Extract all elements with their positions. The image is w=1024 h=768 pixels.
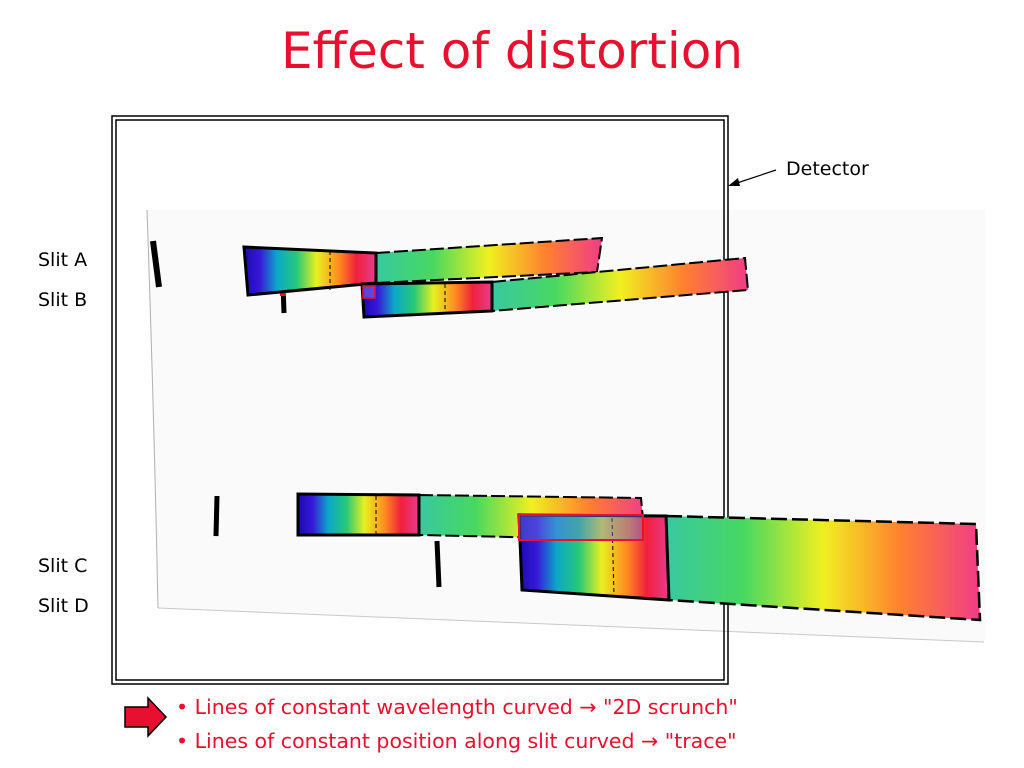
slit-a-mark <box>150 240 162 288</box>
slit-c-d-overlap-box <box>518 514 644 541</box>
field-left-edge <box>146 209 159 609</box>
bullet-list: • Lines of constant wavelength curved → … <box>176 690 738 758</box>
field-bottom-edge <box>157 607 985 643</box>
slit-d-wavelength-line <box>611 517 615 598</box>
red-arrow-icon <box>124 696 168 738</box>
detector-frame-outer <box>111 115 729 685</box>
slit-b-blue-order <box>360 280 494 319</box>
bullet-item-1: • Lines of constant wavelength curved → … <box>176 695 738 719</box>
detector-label: Detector <box>786 158 869 180</box>
slit-b-label: Slit B <box>38 289 87 311</box>
slit-c-label: Slit C <box>38 555 87 577</box>
detector-arrow-head <box>728 178 740 186</box>
slide-title: Effect of distortion <box>280 22 744 80</box>
slit-d-mark <box>434 540 442 588</box>
slit-c-blue-order <box>296 492 421 537</box>
slit-d-label: Slit D <box>38 595 89 617</box>
slit-a-label: Slit A <box>38 249 87 271</box>
slit-c-mark <box>213 495 220 537</box>
detector-arrow <box>733 169 777 185</box>
detector-frame-inner <box>115 119 725 681</box>
slit-b-overlap-box <box>362 285 376 299</box>
bullet-item-2: • Lines of constant position along slit … <box>176 729 737 753</box>
